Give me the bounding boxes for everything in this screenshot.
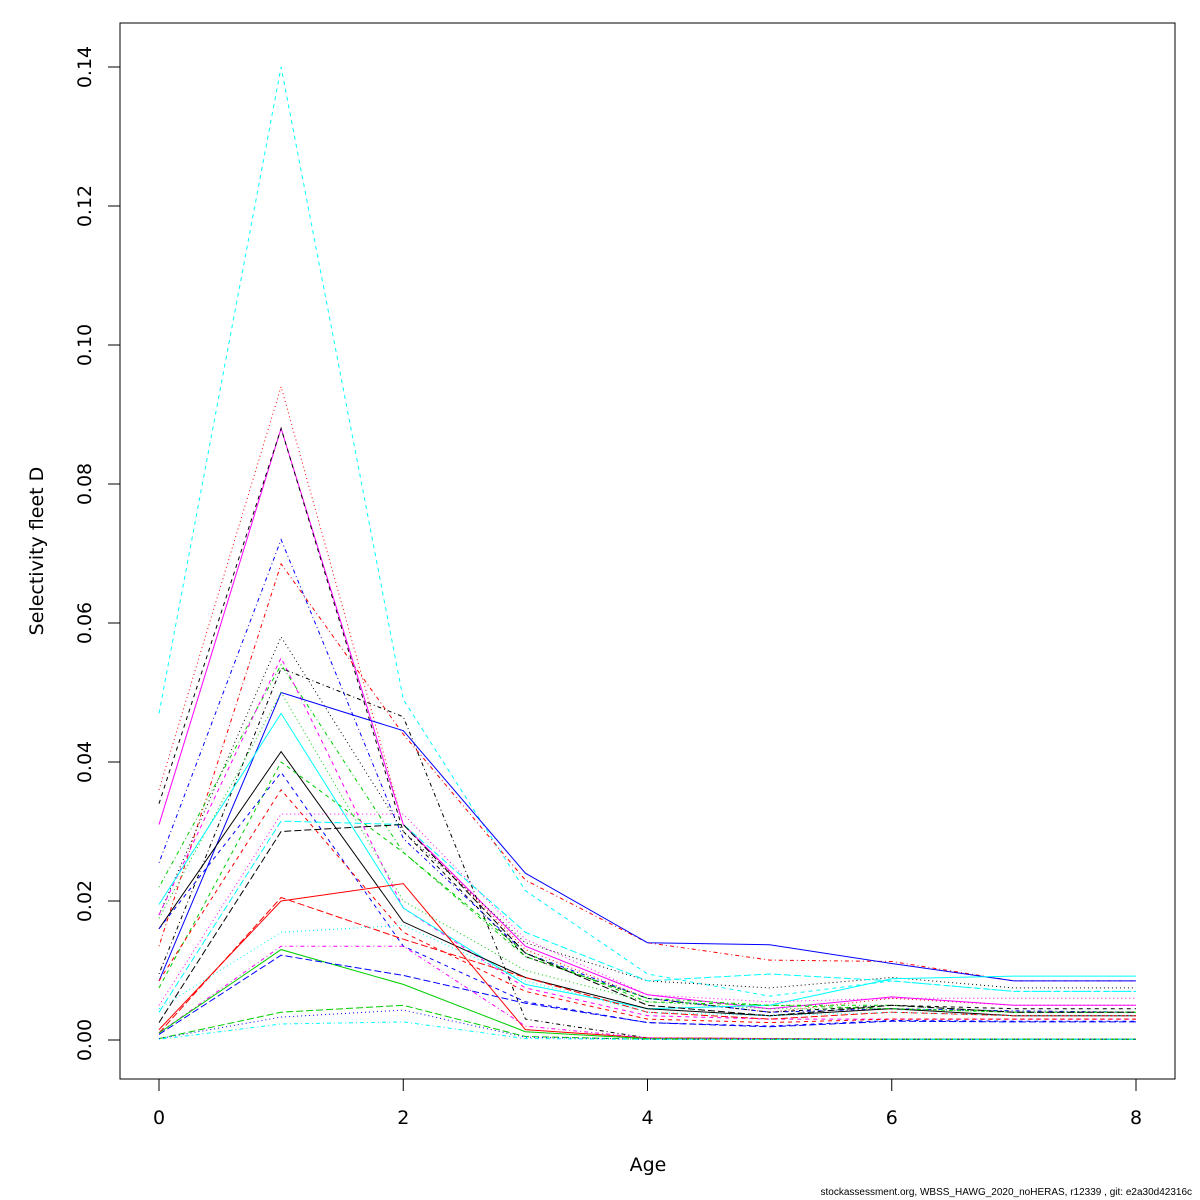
series-line-11 (158, 691, 1136, 982)
series-line-12 (158, 691, 1136, 1013)
y-tick-label: 0.04 (74, 741, 96, 783)
series-line-14 (158, 750, 1136, 1017)
plot-frame (119, 22, 1176, 1080)
y-axis: 0.00 0.02 0.04 0.06 0.08 0.10 0.12 0.14 (74, 46, 121, 1061)
series-line-28 (158, 1009, 1136, 1040)
y-tick-label: 0.08 (74, 463, 96, 505)
series-line-13 (158, 712, 1136, 1010)
x-tick-label: 0 (153, 1107, 165, 1129)
series-line-2 (158, 384, 1136, 1013)
y-tick-label: 0.10 (74, 324, 96, 366)
series-line-22 (158, 896, 1136, 1034)
series-line-5 (158, 538, 1137, 1013)
series-line-17 (158, 788, 1136, 1024)
series-line-20 (158, 823, 1136, 1023)
y-tick-label: 0.12 (74, 185, 96, 227)
y-tick-label: 0.14 (74, 46, 96, 88)
x-tick-label: 6 (886, 1107, 898, 1129)
footer-credit: stockassessment.org, WBSS_HAWG_2020_noHE… (820, 1187, 1193, 1198)
y-tick-label: 0.02 (74, 880, 96, 922)
x-tick-label: 2 (397, 1107, 409, 1129)
series-line-4 (158, 426, 1136, 1013)
series-line-23 (158, 924, 1136, 1017)
series-line-24 (158, 945, 1136, 1040)
y-tick-label: 0.00 (74, 1019, 96, 1061)
y-tick-label: 0.06 (74, 602, 96, 644)
series-line-15 (158, 761, 1136, 1013)
x-axis: 0 2 4 6 8 (153, 1078, 1142, 1129)
y-axis-label: Selectivity fleet D (26, 467, 48, 636)
series-line-6 (158, 562, 1136, 982)
series-line-7 (158, 635, 1136, 989)
x-tick-label: 4 (641, 1107, 653, 1129)
series-line-8 (158, 663, 1136, 1013)
series-line-9 (158, 656, 1136, 1020)
series-line-29 (158, 1021, 1136, 1040)
x-tick-label: 8 (1130, 1107, 1142, 1129)
series-line-3 (158, 426, 1136, 1010)
series-line-10 (158, 667, 1136, 1040)
series-line-19 (158, 820, 1136, 1013)
series-line-26 (158, 954, 1136, 1035)
series-line-1 (158, 66, 1136, 997)
x-axis-label: Age (630, 1154, 667, 1176)
series-line-16 (158, 771, 1136, 1027)
series-group (158, 66, 1137, 1040)
